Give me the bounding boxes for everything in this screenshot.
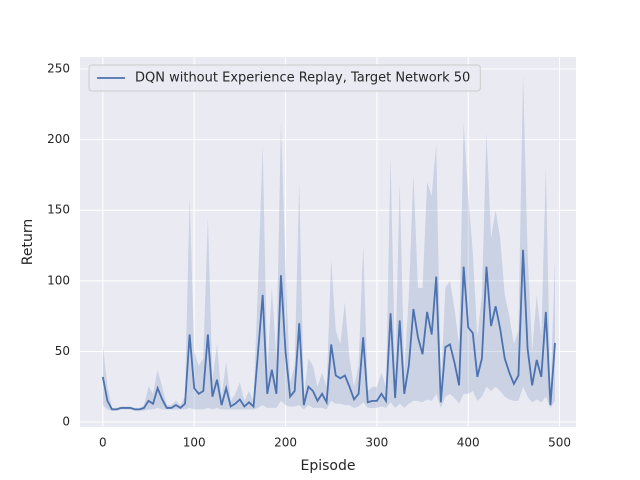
y-tick-label: 100 — [47, 273, 70, 287]
x-tick-label: 500 — [548, 436, 571, 450]
y-tick-label: 150 — [47, 203, 70, 217]
x-tick-label: 100 — [183, 436, 206, 450]
x-tick-label: 300 — [365, 436, 388, 450]
plot-area — [80, 57, 576, 427]
line — [101, 249, 556, 411]
y-axis-label: Return — [20, 219, 36, 265]
y-tick-label: 50 — [55, 344, 70, 358]
y-tick-label: 200 — [47, 132, 70, 146]
y-tick-label: 0 — [62, 415, 70, 429]
x-tick-label: 400 — [457, 436, 480, 450]
x-tick-label: 200 — [274, 436, 297, 450]
y-tick-label: 250 — [47, 62, 70, 76]
x-tick-label: 0 — [99, 436, 107, 450]
confidence-band — [102, 74, 555, 411]
legend-label: DQN without Experience Replay, Target Ne… — [135, 71, 470, 86]
x-axis-label: Episode — [301, 458, 356, 474]
legend-box — [88, 64, 481, 92]
